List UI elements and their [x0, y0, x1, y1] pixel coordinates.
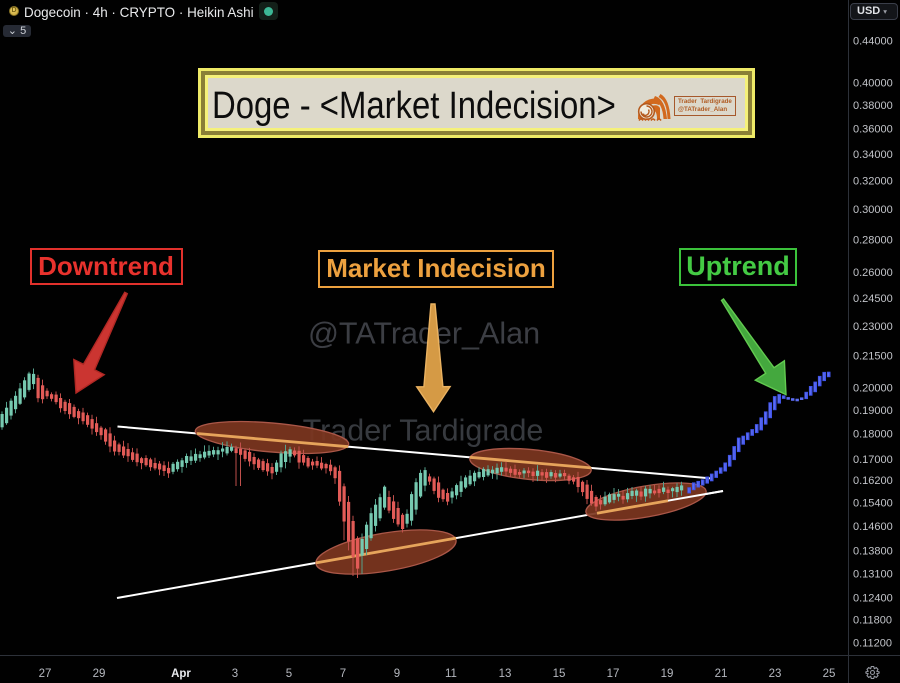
svg-text:21: 21: [715, 668, 728, 680]
svg-text:0.28000: 0.28000: [853, 234, 893, 246]
svg-text:0.13100: 0.13100: [853, 569, 893, 581]
svg-text:0.14600: 0.14600: [853, 521, 893, 533]
svg-text:0.38000: 0.38000: [853, 100, 893, 112]
svg-text:0.30000: 0.30000: [853, 204, 893, 216]
svg-text:0.15400: 0.15400: [853, 497, 893, 509]
svg-text:0.11200: 0.11200: [853, 637, 892, 649]
svg-text:0.13800: 0.13800: [853, 546, 893, 558]
svg-text:0.12400: 0.12400: [853, 593, 893, 605]
svg-text:23: 23: [769, 668, 782, 680]
svg-text:29: 29: [93, 668, 106, 680]
svg-text:15: 15: [553, 668, 566, 680]
svg-text:0.16200: 0.16200: [853, 475, 893, 487]
svg-text:17: 17: [607, 668, 620, 680]
svg-text:9: 9: [394, 668, 400, 680]
svg-text:25: 25: [823, 668, 836, 680]
svg-text:5: 5: [286, 668, 292, 680]
svg-text:11: 11: [445, 668, 457, 680]
svg-text:0.26000: 0.26000: [853, 267, 893, 279]
svg-text:0.32000: 0.32000: [853, 176, 893, 188]
svg-text:0.17000: 0.17000: [853, 454, 893, 466]
svg-text:0.11800: 0.11800: [853, 615, 892, 627]
svg-text:27: 27: [39, 668, 52, 680]
svg-text:Apr: Apr: [171, 668, 191, 680]
svg-text:0.24500: 0.24500: [853, 293, 893, 305]
svg-text:0.21500: 0.21500: [853, 351, 893, 363]
svg-text:3: 3: [232, 668, 238, 680]
svg-text:0.19000: 0.19000: [853, 405, 893, 417]
svg-text:0.44000: 0.44000: [853, 35, 893, 47]
svg-text:0.36000: 0.36000: [853, 124, 893, 136]
svg-text:13: 13: [499, 668, 512, 680]
svg-text:7: 7: [340, 668, 346, 680]
svg-text:0.34000: 0.34000: [853, 149, 893, 161]
svg-text:0.20000: 0.20000: [853, 382, 893, 394]
svg-text:0.23000: 0.23000: [853, 321, 893, 333]
svg-text:@TATrader_Alan: @TATrader_Alan: [308, 317, 540, 351]
svg-text:0.40000: 0.40000: [853, 77, 893, 89]
svg-text:19: 19: [661, 668, 674, 680]
svg-text:0.18000: 0.18000: [853, 429, 893, 441]
